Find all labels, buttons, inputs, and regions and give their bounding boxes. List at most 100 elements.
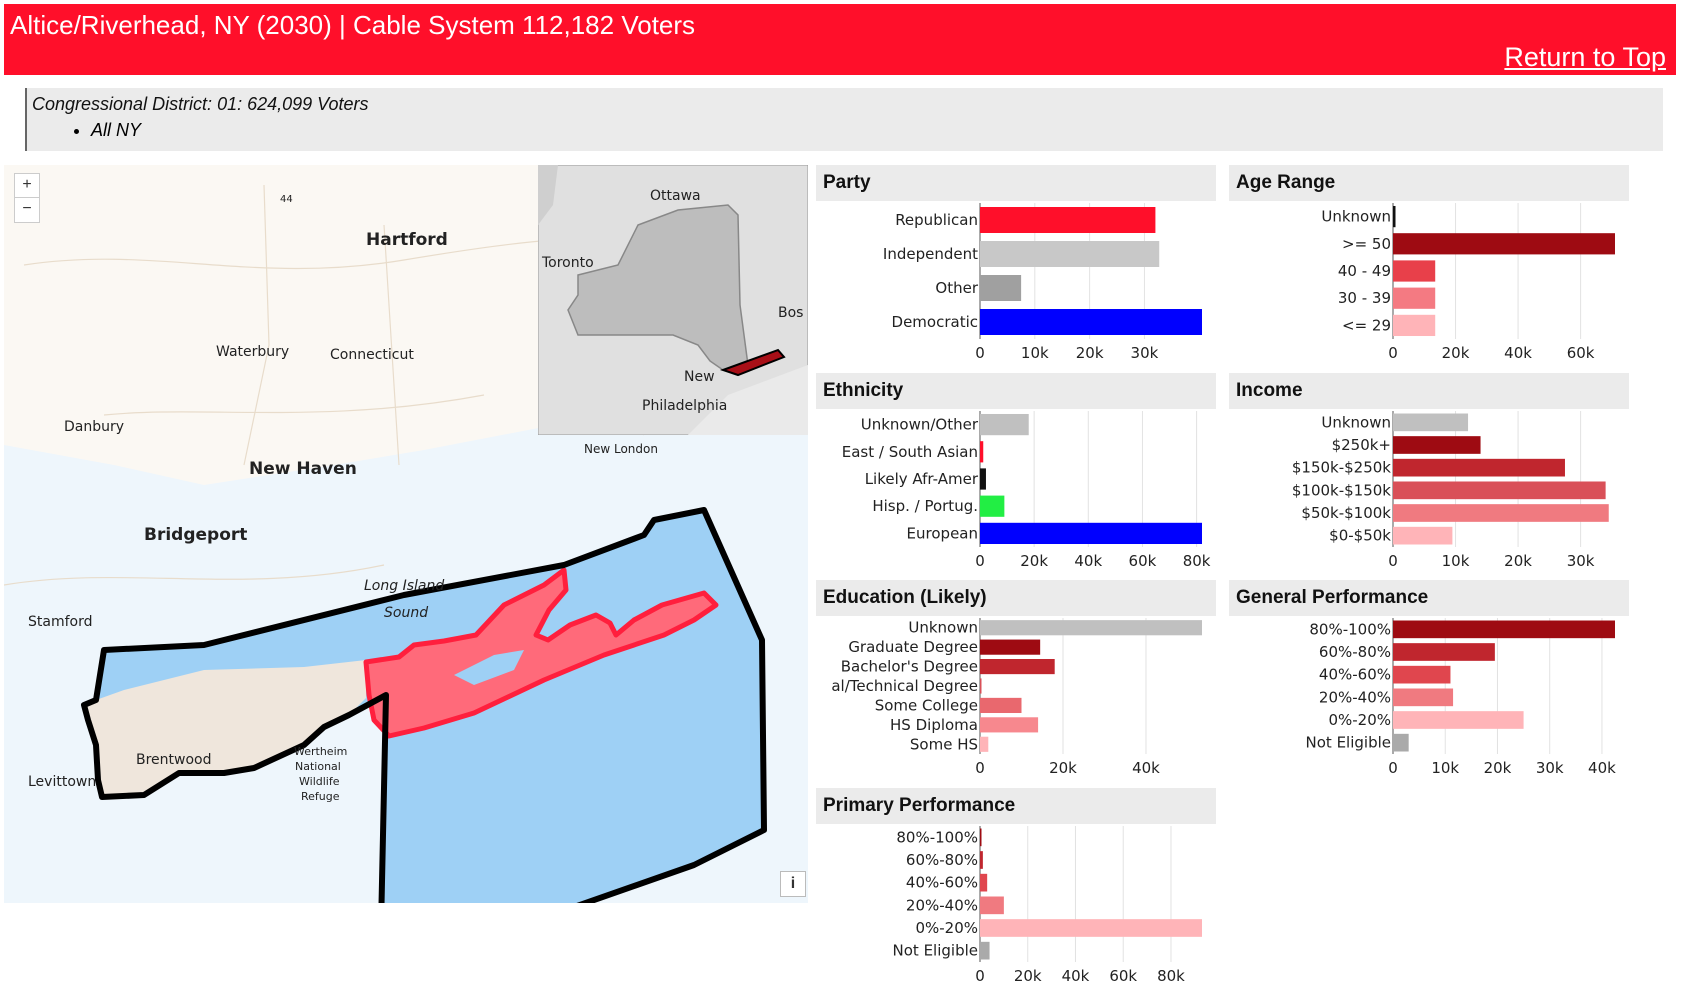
general-performance-chart: General Performance 0 10k 20k 30k 40k 80%-100…: [1229, 580, 1629, 780]
tick-label: 10k: [1021, 344, 1049, 362]
tick-label: 60k: [1129, 552, 1157, 570]
category-label: 0%-20%: [915, 919, 978, 937]
bar-0-20[interactable]: [1393, 711, 1524, 729]
bar-al-technical-degree[interactable]: [980, 678, 982, 694]
map-label-new-london: New London: [584, 442, 658, 456]
map-info-button[interactable]: i: [780, 871, 806, 897]
tick-label: 10k: [1431, 759, 1459, 777]
return-to-top-link[interactable]: Return to Top: [1504, 42, 1666, 72]
map-label-wertheim-4: Refuge: [301, 790, 340, 803]
bar-other[interactable]: [980, 275, 1022, 301]
bar-80-100[interactable]: [1393, 620, 1615, 639]
map-label-waterbury: Waterbury: [216, 344, 289, 360]
page-header: Altice/Riverhead, NY (2030) | Cable Syst…: [4, 4, 1676, 75]
tick-label: 0: [1388, 759, 1398, 777]
cable-system-boundary: [81, 507, 767, 978]
bar-40-60[interactable]: [980, 873, 988, 892]
bar-0-20[interactable]: [980, 919, 1202, 937]
bar-bachelor-s-degree[interactable]: [980, 658, 1055, 675]
map-label-bridgeport: Bridgeport: [144, 525, 247, 545]
bar-hisp-portug[interactable]: [980, 495, 1005, 517]
page-title: Altice/Riverhead, NY (2030) | Cable Syst…: [10, 10, 696, 40]
bar-unknown[interactable]: [980, 620, 1202, 636]
map[interactable]: Hartford Waterbury Connecticut Danbury N…: [3, 165, 809, 978]
inset-ocean: [688, 365, 808, 435]
bar-250k[interactable]: [1393, 436, 1481, 454]
bar-some-college[interactable]: [980, 697, 1022, 714]
bar-not-eligible[interactable]: [980, 941, 990, 960]
bar-30-39[interactable]: [1393, 287, 1436, 309]
category-label: 30 - 39: [1338, 289, 1391, 307]
bar-40-49[interactable]: [1393, 260, 1436, 282]
map-label-stamford: Stamford: [28, 614, 92, 630]
bar-80-100[interactable]: [980, 828, 982, 847]
bar-100k-150k[interactable]: [1393, 481, 1606, 500]
bar-unknown[interactable]: [1393, 205, 1396, 228]
map-label-hartford: Hartford: [366, 230, 448, 250]
category-label: Likely Afr-Amer: [865, 470, 979, 488]
bar-european[interactable]: [980, 522, 1202, 545]
peconic-bay: [454, 650, 524, 685]
tick-label: 30k: [1131, 344, 1159, 362]
bar-50k-100k[interactable]: [1393, 504, 1609, 522]
bar-hs-diploma[interactable]: [980, 717, 1039, 733]
category-label: 20%-40%: [1319, 688, 1391, 706]
bar-republican[interactable]: [980, 207, 1156, 233]
tick-label: 60k: [1567, 344, 1595, 362]
inset-map: Ottawa Toronto Bos New Philadelphia: [538, 165, 808, 435]
bar-east-south-asian[interactable]: [980, 441, 984, 463]
tick-label: 30k: [1567, 552, 1595, 570]
category-label: Unknown: [1321, 208, 1391, 226]
category-label: >= 50: [1342, 235, 1391, 253]
bar-unknown-other[interactable]: [980, 413, 1029, 436]
bar-some-hs[interactable]: [980, 736, 989, 752]
tick-label: 10k: [1442, 552, 1470, 570]
category-label: European: [907, 524, 978, 542]
inset-cable-system-location: [719, 348, 786, 377]
map-canvas[interactable]: Hartford Waterbury Connecticut Danbury N…: [3, 165, 809, 978]
tick-label: 0: [1388, 344, 1398, 362]
category-label: Not Eligible: [1306, 734, 1391, 752]
bar-not-eligible[interactable]: [1393, 733, 1409, 752]
tick-label: 20k: [1442, 344, 1470, 362]
category-label: al/Technical Degree: [831, 677, 978, 695]
primary-performance-chart-svg: 0 20k 40k 60k 80k 80%-100% 60%-80% 40%-60% 20%-4…: [893, 826, 1202, 985]
tick-label: 80k: [1183, 552, 1211, 570]
bar-60-80[interactable]: [1393, 643, 1495, 661]
category-label: Other: [935, 279, 978, 297]
bar-likely-afr-amer[interactable]: [980, 468, 986, 490]
map-label-wertheim-2: National: [295, 760, 341, 773]
inset-label-boston: Bos: [778, 305, 803, 321]
bar-unknown[interactable]: [1393, 413, 1469, 432]
category-label: Some College: [875, 696, 978, 714]
tick-label: 40k: [1504, 344, 1532, 362]
zoom-out-button[interactable]: −: [14, 197, 40, 223]
tick-label: 20k: [1014, 967, 1042, 985]
map-label-wertheim: Wertheim National Wildlife Refuge: [294, 745, 347, 803]
bar-50[interactable]: [1393, 233, 1615, 255]
bar-20-40[interactable]: [980, 896, 1004, 915]
inset-lake: [538, 165, 558, 225]
congressional-district-shape[interactable]: [363, 567, 719, 739]
bar-20-40[interactable]: [1393, 688, 1454, 707]
bar-independent[interactable]: [980, 241, 1160, 267]
cable-system-land: [84, 660, 366, 797]
category-label: 40%-60%: [1319, 666, 1391, 684]
bar-democratic[interactable]: [980, 309, 1202, 335]
primary-performance-chart: Primary Performance 0 20k 40k 60k 80k 80%-100…: [816, 788, 1216, 988]
bar-60-80[interactable]: [980, 851, 983, 869]
category-label: Independent: [883, 245, 978, 263]
category-label: 80%-100%: [896, 828, 978, 846]
bar-29[interactable]: [1393, 314, 1436, 337]
education-chart: Education (Likely) 0 20k 40k Unknown Graduat…: [816, 580, 1216, 780]
bar-0-50k[interactable]: [1393, 526, 1453, 545]
category-label: Some HS: [910, 735, 978, 753]
category-label: Not Eligible: [893, 942, 978, 960]
bar-40-60[interactable]: [1393, 665, 1451, 684]
bar-150k-250k[interactable]: [1393, 458, 1565, 477]
bar-graduate-degree[interactable]: [980, 639, 1041, 655]
chart-title: Age Range: [1229, 165, 1629, 201]
age-range-chart: Age Range 0 20k 40k 60k Unknown >= 50 40 - 49 3…: [1229, 165, 1629, 365]
category-label: $100k-$150k: [1292, 481, 1391, 499]
zoom-in-button[interactable]: +: [14, 173, 40, 199]
